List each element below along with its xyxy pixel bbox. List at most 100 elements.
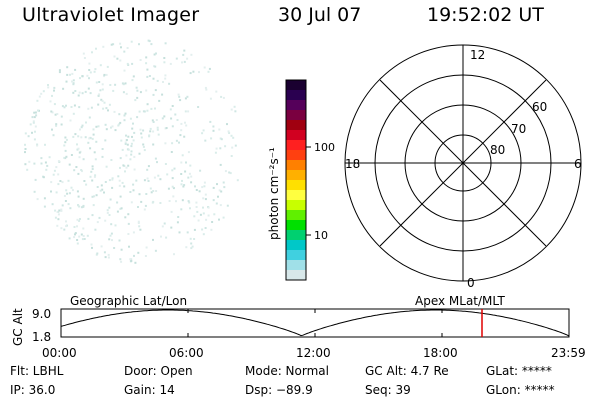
colorbar-segment: [286, 190, 306, 201]
uv-speckle: [66, 73, 69, 76]
uv-speckle: [204, 227, 207, 229]
uv-speckle: [118, 184, 121, 187]
uv-speckle: [133, 155, 136, 158]
uv-speckle: [175, 200, 177, 203]
uv-speckle: [169, 108, 172, 111]
uv-speckle: [72, 82, 75, 85]
colorbar-segment: [286, 180, 306, 191]
uv-speckle: [72, 91, 75, 94]
uv-speckle: [149, 187, 152, 190]
uv-speckle: [42, 90, 45, 93]
uv-speckle: [68, 237, 71, 240]
uv-speckle: [83, 180, 86, 182]
colorbar-segment: [286, 120, 306, 131]
uv-speckle: [54, 113, 57, 116]
uv-speckle: [134, 261, 137, 264]
uv-speckle: [34, 130, 36, 133]
uv-speckle: [104, 123, 107, 126]
uv-speckle: [223, 186, 226, 189]
colorbar-segment: [286, 160, 306, 171]
uv-speckle: [234, 144, 237, 147]
uv-speckle: [81, 75, 84, 78]
uv-speckle: [91, 179, 94, 182]
uv-speckle: [164, 77, 167, 80]
uv-speckle: [72, 79, 75, 82]
uv-speckle: [129, 158, 132, 161]
door-status: Door: Open: [124, 364, 193, 378]
uv-image-disk: [24, 39, 239, 264]
uv-speckle: [64, 200, 67, 202]
uv-speckle: [148, 135, 151, 138]
colorbar-tick-100: 100: [314, 141, 335, 154]
uv-speckle: [53, 89, 55, 92]
uv-speckle: [87, 141, 90, 144]
uv-speckle: [44, 161, 47, 164]
uv-speckle: [188, 201, 191, 204]
uv-speckle: [81, 124, 84, 127]
uv-speckle: [101, 155, 104, 158]
uv-speckle: [93, 195, 96, 198]
uv-speckle: [125, 154, 128, 157]
uv-speckle: [83, 57, 86, 59]
uv-speckle: [183, 184, 186, 186]
uv-speckle: [28, 160, 31, 163]
uv-speckle: [215, 90, 218, 93]
uv-speckle: [77, 172, 80, 175]
uv-speckle: [123, 114, 126, 117]
uv-speckle: [79, 77, 81, 80]
uv-speckle: [154, 249, 157, 252]
uv-speckle: [105, 73, 108, 76]
uv-speckle: [217, 195, 219, 198]
uv-speckle: [118, 239, 121, 242]
uv-speckle: [172, 187, 175, 190]
uv-speckle: [210, 228, 213, 231]
uv-speckle: [178, 231, 181, 234]
uv-speckle: [125, 166, 128, 169]
uv-speckle: [57, 218, 60, 221]
uv-speckle: [183, 49, 186, 52]
uv-speckle: [126, 143, 129, 146]
uv-speckle: [36, 144, 39, 147]
uv-speckle: [33, 138, 36, 141]
uv-speckle: [210, 137, 213, 140]
uv-speckle: [110, 126, 112, 129]
uv-speckle: [165, 236, 168, 239]
uv-speckle: [76, 225, 78, 228]
uv-speckle: [233, 105, 236, 108]
uv-speckle: [190, 181, 193, 184]
uv-speckle: [101, 100, 104, 102]
colorbar-segment: [286, 90, 306, 101]
uv-speckle: [89, 71, 92, 74]
uv-speckle: [130, 145, 133, 148]
uv-speckle: [82, 204, 85, 207]
glon-status: GLon: *****: [486, 383, 555, 397]
x-tick-18-00: 18:00: [423, 346, 458, 360]
uv-speckle: [131, 62, 134, 65]
uv-speckle: [73, 226, 76, 228]
uv-speckle: [130, 153, 133, 156]
uv-speckle: [199, 213, 202, 216]
uv-speckle: [124, 170, 126, 173]
uv-speckle: [73, 236, 76, 239]
uv-speckle: [154, 89, 157, 92]
uv-speckle: [116, 201, 119, 204]
uv-speckle: [195, 189, 198, 191]
uv-speckle: [75, 166, 78, 168]
uv-speckle: [43, 205, 46, 208]
uv-speckle: [99, 189, 102, 192]
uv-speckle: [65, 189, 68, 192]
uv-speckle: [65, 155, 68, 158]
uv-speckle: [204, 193, 207, 196]
uv-speckle: [154, 157, 157, 160]
uv-speckle: [76, 218, 79, 221]
uv-speckle: [108, 214, 111, 216]
uv-speckle: [74, 233, 76, 236]
uv-speckle: [80, 136, 83, 139]
uv-speckle: [180, 161, 183, 164]
uv-speckle: [33, 116, 36, 119]
timeline-ticks: [187, 309, 443, 337]
uv-speckle: [214, 151, 217, 154]
uv-speckle: [81, 92, 84, 95]
uv-speckle: [155, 52, 157, 55]
uv-speckle: [113, 55, 116, 58]
